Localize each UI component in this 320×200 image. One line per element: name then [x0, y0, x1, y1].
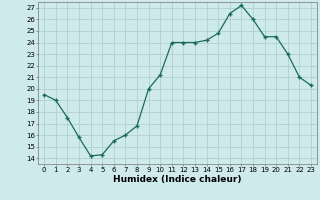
X-axis label: Humidex (Indice chaleur): Humidex (Indice chaleur) [113, 175, 242, 184]
